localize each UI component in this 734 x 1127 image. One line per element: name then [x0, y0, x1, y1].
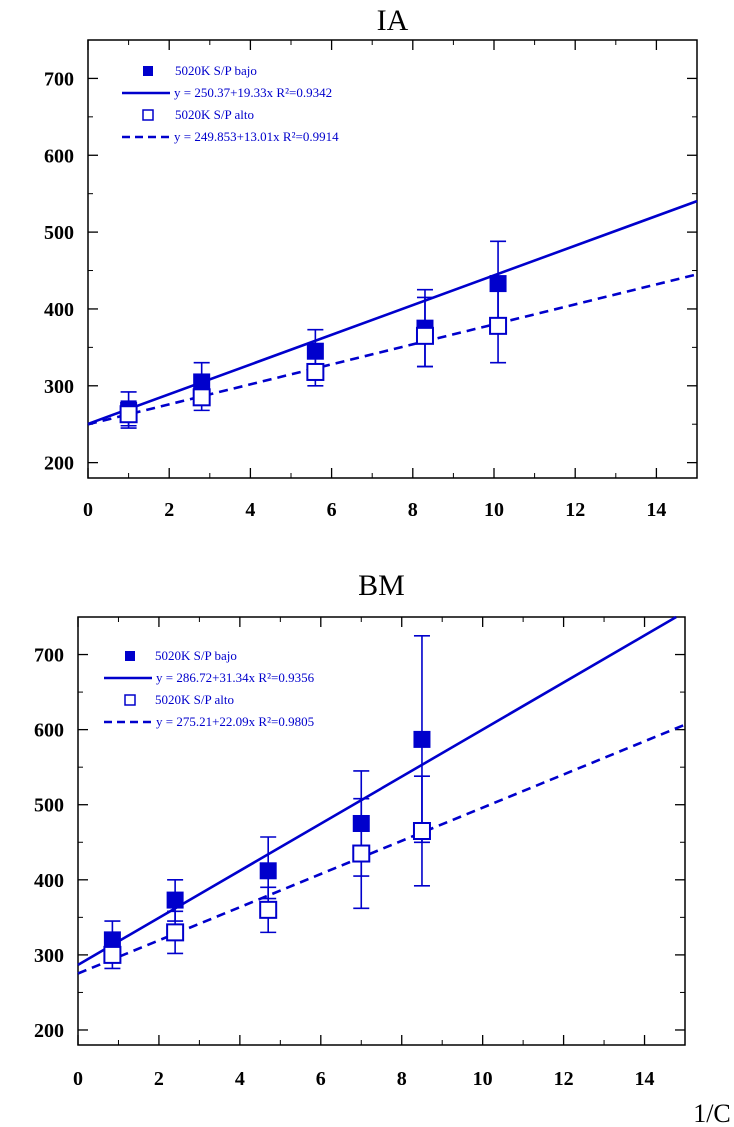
x-tick-label: 2 [154, 1068, 164, 1090]
data-point-bajo [166, 891, 184, 909]
y-tick-label: 300 [44, 376, 74, 398]
y-tick-label: 600 [44, 145, 74, 167]
data-point-bajo [259, 862, 277, 880]
x-tick-label: 8 [397, 1068, 407, 1090]
y-tick-label: 700 [34, 645, 64, 667]
y-tick-label: 200 [44, 453, 74, 475]
data-point-alto [352, 844, 371, 863]
plot-frame [77, 616, 686, 1046]
legend-marker-bajo [143, 66, 153, 76]
chart-title: IA [377, 4, 409, 37]
data-point-alto [103, 945, 122, 964]
y-tick-label: 500 [44, 222, 74, 244]
data-point-alto [415, 326, 434, 345]
chart-ia: IA 0 2 4 6 8 10 12 14 200 300 400 500 600 700 5020K S/P… [44, 4, 698, 521]
y-tick-label: 400 [44, 299, 74, 321]
x-tick-label: 0 [83, 499, 93, 521]
y-tick-label: 700 [44, 68, 74, 90]
legend-marker-alto [142, 109, 154, 121]
y-tick-label: 300 [34, 945, 64, 967]
data-point-alto [412, 822, 431, 840]
fit-line-bajo [87, 199, 698, 426]
y-tick-label: 500 [34, 795, 64, 817]
legend-label-bajo: 5020K S/P bajo [155, 648, 237, 663]
data-point-alto [259, 900, 278, 919]
legend-label-bajo: 5020K S/P bajo [175, 63, 257, 78]
data-point-alto [166, 923, 185, 942]
x-tick-label: 14 [646, 499, 666, 521]
legend-fit-equation-alto: y = 275.21+22.09x R²=0.9805 [156, 714, 314, 729]
data-point-alto [119, 405, 138, 424]
legend-label-alto: 5020K S/P alto [175, 107, 254, 122]
x-tick-label: 4 [235, 1068, 245, 1090]
data-point-alto [489, 316, 508, 335]
x-axis-label: 1/C [693, 1099, 731, 1127]
legend-fit-equation-alto: y = 249.853+13.01x R²=0.9914 [174, 129, 339, 144]
x-tick-label: 0 [73, 1068, 83, 1090]
legend-fit-equation-bajo: y = 250.37+19.33x R²=0.9342 [174, 85, 332, 100]
data-point-alto [192, 388, 211, 407]
x-tick-label: 10 [473, 1068, 493, 1090]
x-tick-label: 12 [565, 499, 585, 521]
y-tick-label: 600 [34, 720, 64, 742]
x-tick-label: 2 [164, 499, 174, 521]
x-tick-label: 4 [245, 499, 255, 521]
legend-marker-alto [124, 694, 136, 706]
x-tick-label: 6 [316, 1068, 326, 1090]
x-tick-label: 10 [484, 499, 504, 521]
fit-line-alto [87, 273, 698, 426]
x-tick-label: 12 [554, 1068, 574, 1090]
y-tick-label: 200 [34, 1020, 64, 1042]
x-tick-label: 14 [635, 1068, 655, 1090]
plot-frame [87, 39, 698, 479]
chart-title: BM [358, 569, 405, 602]
x-tick-label: 6 [327, 499, 337, 521]
legend-label-alto: 5020K S/P alto [155, 692, 234, 707]
legend-fit-equation-bajo: y = 286.72+31.34x R²=0.9356 [156, 670, 315, 685]
x-tick-label: 8 [408, 499, 418, 521]
y-tick-label: 400 [34, 870, 64, 892]
data-point-alto [306, 362, 325, 381]
data-point-bajo [413, 730, 431, 748]
legend-marker-bajo [125, 651, 135, 661]
chart-bm: BM 0 2 4 6 8 10 12 14 200 300 400 500 600 700 1/C 5020K … [34, 569, 731, 1127]
